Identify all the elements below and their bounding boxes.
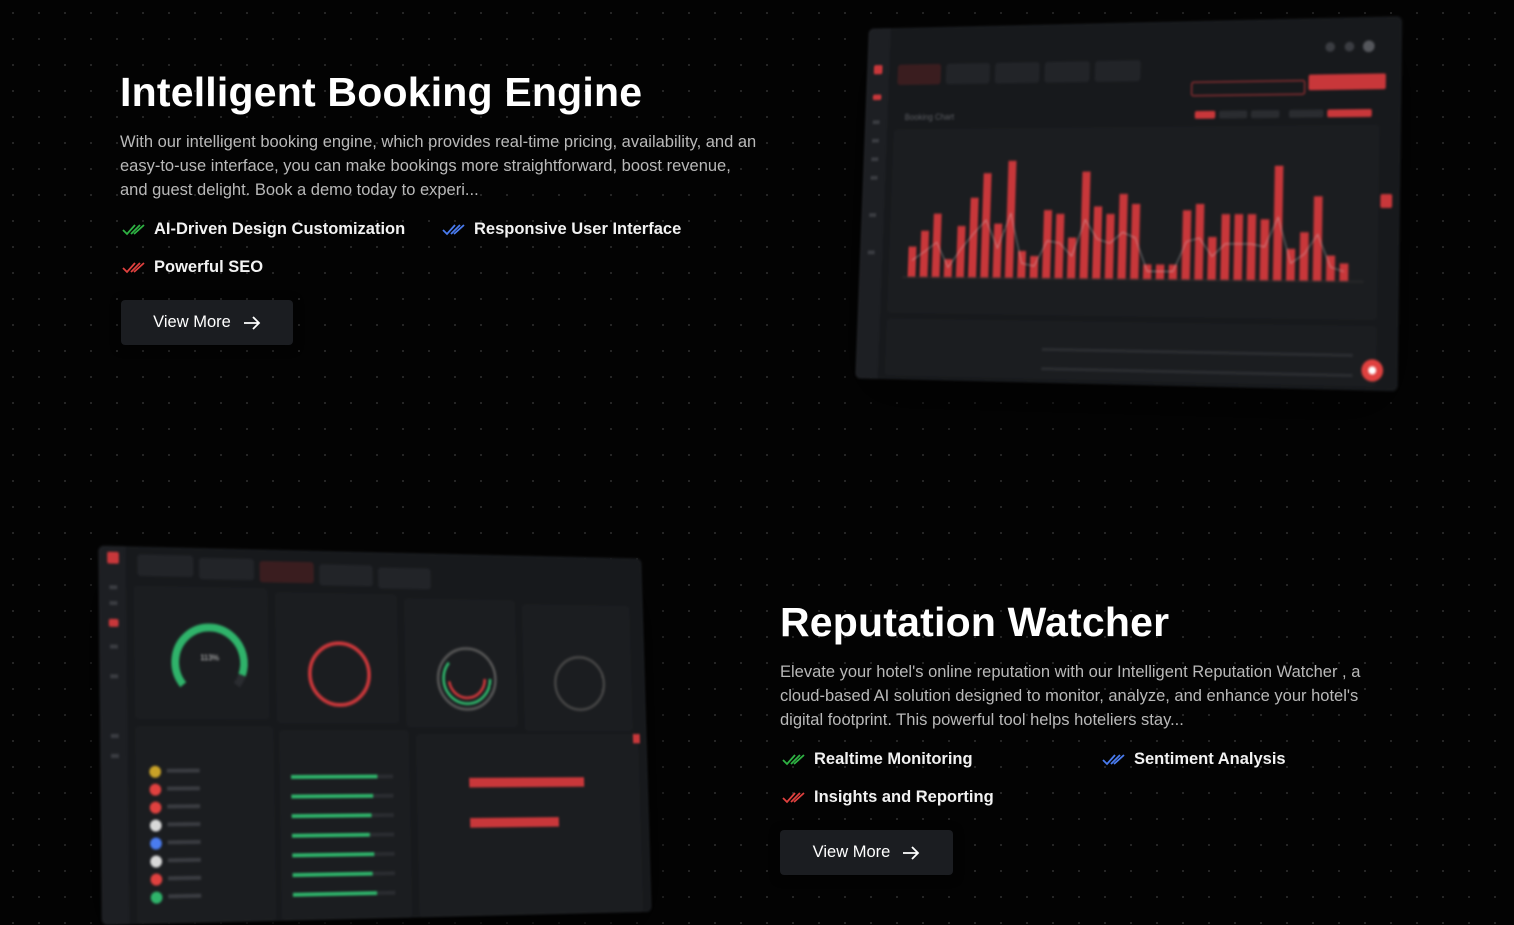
booking-bar <box>1143 264 1152 279</box>
booking-bar <box>908 247 917 278</box>
feature-realtime-monitoring: Realtime Monitoring <box>782 750 973 769</box>
reputation-dashboard-preview: 113% <box>98 546 651 925</box>
channel-name-placeholder <box>168 840 201 844</box>
channel-name-placeholder <box>167 804 200 808</box>
booking-view-more-button[interactable]: View More <box>121 300 293 345</box>
booking-section: Intelligent Booking Engine With our inte… <box>120 68 760 296</box>
arrow-right-icon <box>243 316 261 330</box>
booking-bar <box>1207 237 1216 280</box>
channel-name-placeholder <box>168 876 201 881</box>
feature-sentiment-analysis: Sentiment Analysis <box>1102 750 1286 769</box>
booking-bar <box>1339 263 1348 281</box>
booking-bar <box>1168 265 1177 280</box>
sentiment-bar-fill <box>291 794 373 799</box>
booking-bar <box>1156 264 1165 279</box>
channel-name-placeholder <box>167 822 200 826</box>
double-check-icon <box>782 753 806 767</box>
reputation-description: Elevate your hotel's online reputation w… <box>780 660 1400 732</box>
double-check-icon <box>442 223 466 237</box>
feature-responsive-ui: Responsive User Interface <box>442 220 681 239</box>
channel-name-placeholder <box>168 858 201 863</box>
booking-bar <box>1286 249 1295 281</box>
booking-dashboard-preview: Booking Chart <box>855 16 1402 391</box>
reputation-dashboard-graphic: 113% <box>98 546 651 925</box>
arrow-right-icon <box>902 846 920 860</box>
booking-bar <box>1233 214 1243 280</box>
feature-label: Realtime Monitoring <box>814 750 973 769</box>
booking-bar <box>1067 238 1076 279</box>
double-check-icon <box>1102 753 1126 767</box>
feature-ai-design: AI-Driven Design Customization <box>122 220 405 239</box>
booking-bar <box>1194 204 1204 280</box>
gauge-label: 113% <box>200 653 219 662</box>
booking-features: AI-Driven Design Customization Responsiv… <box>120 220 760 296</box>
button-label: View More <box>813 843 891 862</box>
feature-label: Sentiment Analysis <box>1134 750 1286 769</box>
reputation-section: Reputation Watcher Elevate your hotel's … <box>780 598 1400 826</box>
booking-bar <box>1313 196 1323 281</box>
feature-label: AI-Driven Design Customization <box>154 220 405 239</box>
booking-bar <box>944 259 953 278</box>
reputation-view-more-button[interactable]: View More <box>780 830 953 875</box>
sentiment-bar-fill <box>291 775 378 779</box>
booking-dashboard-graphic: Booking Chart <box>855 16 1402 391</box>
reputation-title: Reputation Watcher <box>780 598 1400 646</box>
double-check-icon <box>122 261 146 275</box>
booking-bar <box>1105 214 1115 279</box>
feature-label: Insights and Reporting <box>814 788 994 807</box>
booking-title: Intelligent Booking Engine <box>120 68 760 116</box>
double-check-icon <box>122 223 146 237</box>
booking-bar <box>1260 219 1270 281</box>
channel-name-placeholder <box>168 894 201 899</box>
booking-description: With our intelligent booking engine, whi… <box>120 130 760 202</box>
booking-bar <box>1017 251 1026 278</box>
channel-name-placeholder <box>167 786 200 790</box>
channel-name-placeholder <box>167 769 200 773</box>
booking-bar <box>1246 214 1256 281</box>
feature-label: Responsive User Interface <box>474 220 681 239</box>
feature-insights-reporting: Insights and Reporting <box>782 788 994 807</box>
feature-seo: Powerful SEO <box>122 258 263 277</box>
feature-label: Powerful SEO <box>154 258 263 277</box>
double-check-icon <box>782 791 806 805</box>
button-label: View More <box>153 313 231 332</box>
booking-bar <box>1030 256 1039 278</box>
booking-chart-title: Booking Chart <box>905 112 955 122</box>
booking-bar <box>1181 210 1191 280</box>
reputation-features: Realtime Monitoring Sentiment Analysis I… <box>780 750 1400 826</box>
